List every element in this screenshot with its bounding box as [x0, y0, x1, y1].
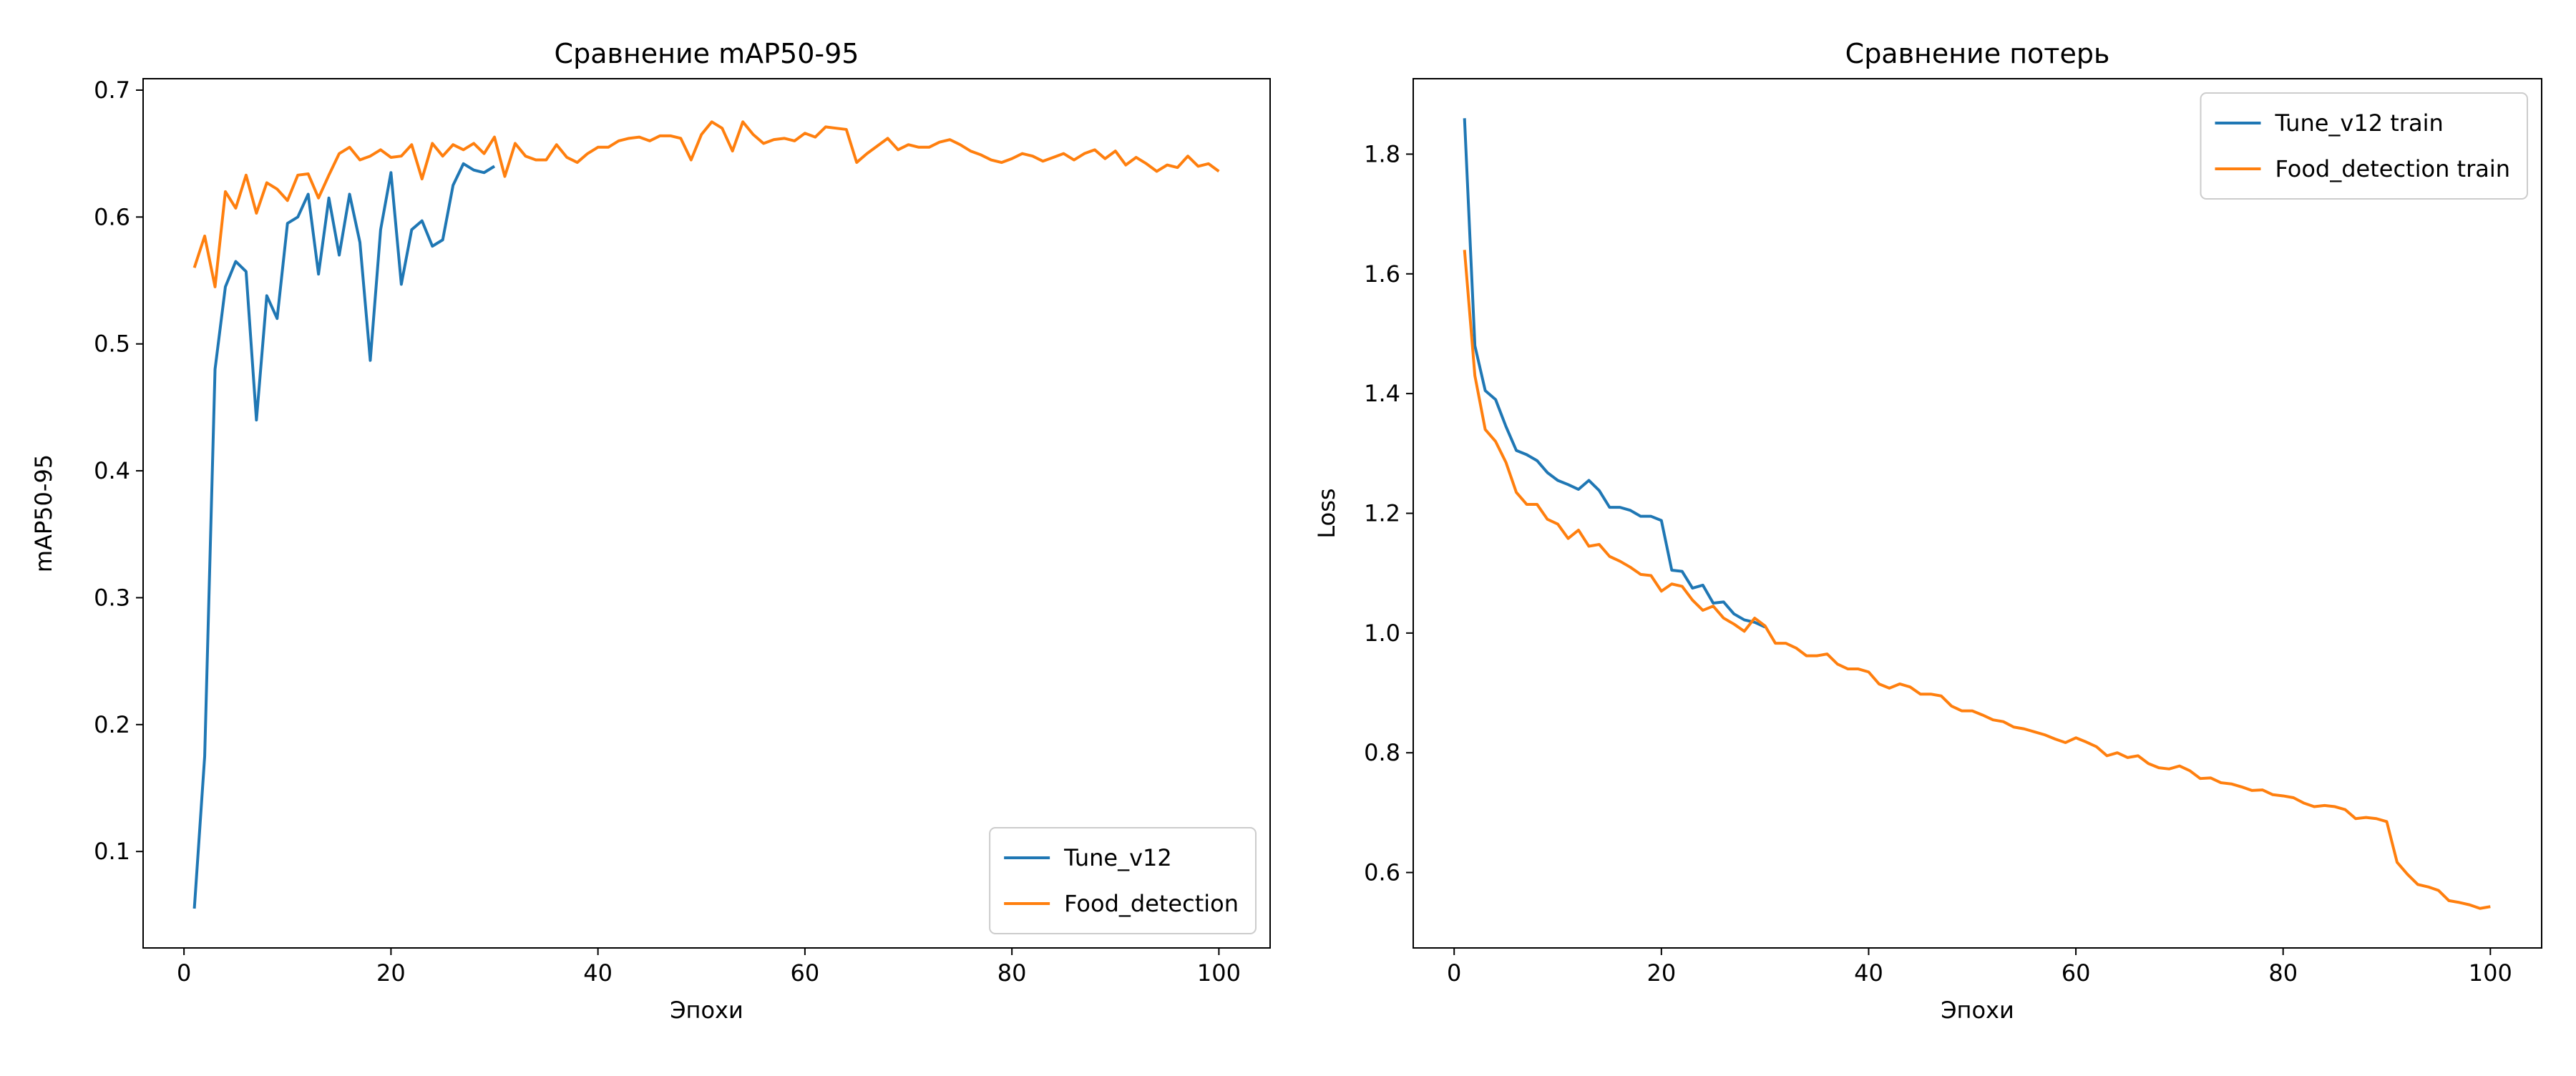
y-tick-label: 1.4	[1364, 380, 1400, 407]
y-tick-label: 0.6	[94, 203, 130, 230]
data-line	[192, 120, 1220, 288]
legend-box	[989, 827, 1257, 934]
y-tick-label: 1.6	[1364, 260, 1400, 288]
legend: Tune_v12 train Food_detection train	[2200, 92, 2528, 200]
legend-label: Tune_v12	[1063, 844, 1172, 871]
legend-label: Tune_v12 train	[2274, 109, 2443, 137]
y-tick-label: 0.8	[1364, 739, 1400, 766]
x-tick-label: 0	[177, 959, 191, 987]
x-tick-label: 40	[1854, 959, 1883, 987]
y-axis-label: Loss	[1313, 488, 1340, 538]
data-line	[192, 162, 496, 909]
y-tick-label: 0.1	[94, 838, 130, 865]
x-tick-label: 100	[2469, 959, 2512, 987]
y-tick-label: 0.7	[94, 77, 130, 104]
y-tick-label: 0.3	[94, 584, 130, 611]
data-line	[1463, 118, 1766, 629]
y-axis-label: mAP50-95	[30, 454, 57, 572]
axes-frame	[142, 78, 1271, 949]
legend-label: Food_detection	[1064, 890, 1239, 917]
y-tick-label: 0.6	[1364, 859, 1400, 886]
legend: Tune_v12 Food_detection	[989, 827, 1257, 934]
data-line	[1463, 250, 2491, 910]
legend-label: Food_detection train	[2275, 155, 2510, 182]
y-tick-label: 0.5	[94, 331, 130, 358]
x-tick-label: 80	[2268, 959, 2298, 987]
y-tick-label: 0.2	[94, 711, 130, 738]
x-axis-label: Эпохи	[1941, 997, 2014, 1024]
y-tick-label: 0.4	[94, 457, 130, 484]
chart-title: Сравнение mAP50-95	[555, 38, 859, 69]
x-tick-label: 60	[2062, 959, 2091, 987]
y-tick-label: 1.0	[1364, 620, 1400, 647]
y-tick-label: 1.8	[1364, 140, 1400, 167]
x-tick-label: 20	[1646, 959, 1676, 987]
x-tick-label: 40	[583, 959, 613, 987]
chart-title: Сравнение потерь	[1845, 38, 2110, 69]
x-tick-label: 80	[997, 959, 1027, 987]
plot: 0 20 40 60 80 100 0.1 0.2 0.3 0.4 0.5 0.6 0.7 Сравнен…	[30, 38, 1271, 1024]
x-tick-label: 100	[1197, 959, 1241, 987]
x-tick-label: 60	[791, 959, 820, 987]
x-axis-label: Эпохи	[670, 997, 743, 1024]
x-tick-label: 20	[376, 959, 406, 987]
legend-box	[2200, 92, 2528, 200]
x-tick-label: 0	[1447, 959, 1461, 987]
y-tick-label: 1.2	[1364, 500, 1400, 527]
plot: 0 20 40 60 80 100 0.6 0.8 1.0 1.2 1.4 1.6 1.8 Сравнен…	[1313, 38, 2542, 1024]
axes-frame	[1413, 78, 2542, 949]
